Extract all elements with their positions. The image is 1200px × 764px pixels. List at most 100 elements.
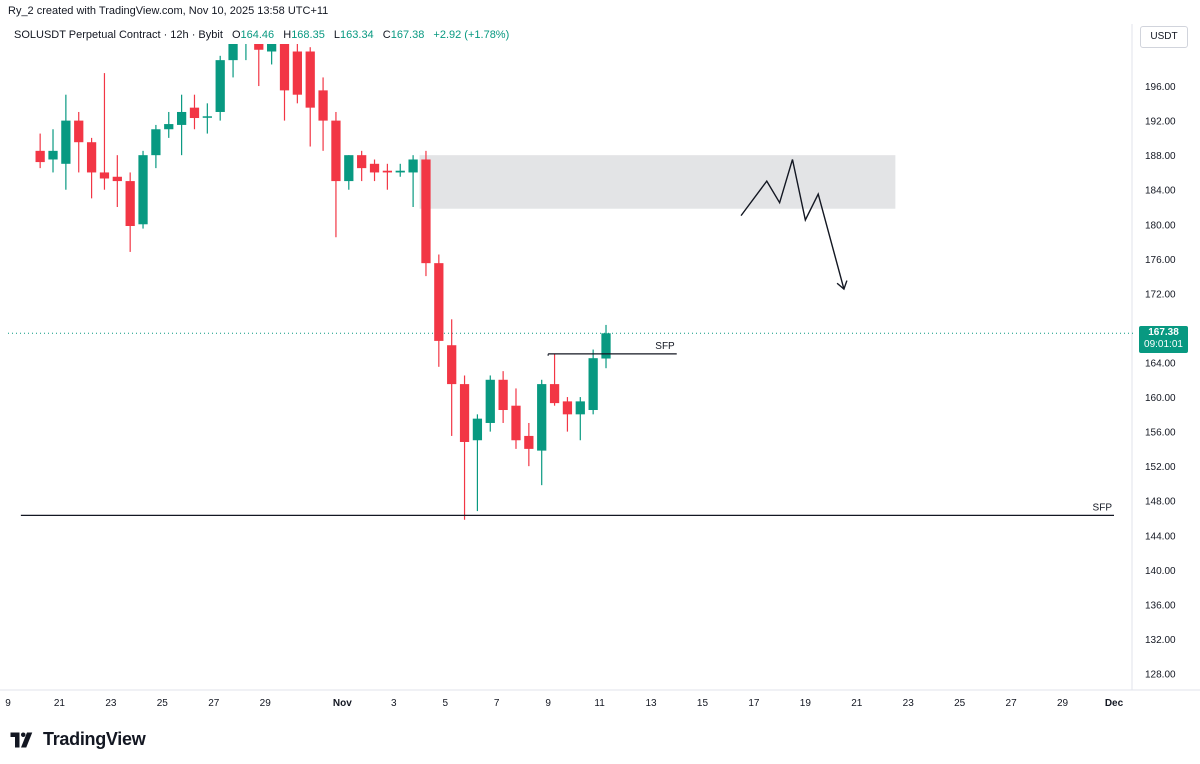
price-axis-label: 132.00 <box>1145 635 1176 646</box>
candle-body <box>369 163 380 173</box>
candle-body <box>292 51 302 95</box>
time-axis-label: 21 <box>54 698 66 709</box>
tradingview-logo-text: TradingView <box>43 729 146 749</box>
candle-body <box>575 401 585 415</box>
chart-credit: Ry_2 created with TradingView.com, Nov 1… <box>8 5 329 17</box>
tradingview-logo-icon <box>10 732 33 747</box>
price-axis-label: 144.00 <box>1145 531 1176 542</box>
time-axis-label: 5 <box>442 698 448 709</box>
projection-arrowhead <box>836 280 848 291</box>
price-axis-label: 148.00 <box>1145 497 1176 508</box>
low-value: 163.34 <box>340 29 374 41</box>
time-axis-label: 15 <box>697 698 709 709</box>
candle-body <box>215 60 225 112</box>
currency-button[interactable]: USDT <box>1140 26 1188 48</box>
candle-body <box>176 111 187 125</box>
candle-body <box>511 405 521 441</box>
time-axis-label: 29 <box>260 698 272 709</box>
candle-body <box>549 384 560 404</box>
low-label: L <box>333 29 341 41</box>
price-axis-label: 188.00 <box>1145 151 1176 162</box>
candle-body <box>267 44 277 52</box>
tradingview-logo[interactable]: TradingView <box>10 729 146 750</box>
time-axis-label: 3 <box>391 698 397 709</box>
candle-body <box>164 124 174 130</box>
candle-body <box>125 181 135 227</box>
price-axis-label: 184.00 <box>1145 186 1176 197</box>
close-label: C <box>382 29 391 41</box>
time-axis-label: 13 <box>645 698 657 709</box>
candle-body <box>459 384 470 442</box>
price-axis-label: 140.00 <box>1145 566 1176 577</box>
current-price-tag: 167.38 09:01:01 <box>1139 326 1188 353</box>
price-axis-label: 192.00 <box>1145 117 1176 128</box>
candle-body <box>408 159 418 173</box>
candle-body <box>447 345 457 385</box>
candle-body <box>86 142 97 173</box>
candle-body <box>331 120 341 182</box>
time-axis-label: 25 <box>954 698 966 709</box>
candle-body <box>382 170 393 173</box>
change-value: +2.92 (+1.78%) <box>433 29 510 41</box>
candle-body <box>61 120 71 164</box>
sfp-label: SFP <box>655 341 675 352</box>
candle-countdown: 09:01:01 <box>1144 339 1183 350</box>
candle-body <box>357 155 367 169</box>
time-axis-label: 7 <box>494 698 500 709</box>
time-axis-label: 23 <box>903 698 915 709</box>
time-axis-label: 9 <box>5 698 11 709</box>
candle-body <box>318 90 328 121</box>
symbol-name[interactable]: SOLUSDT Perpetual Contract · 12h · Bybit <box>14 29 223 41</box>
sfp-label: SFP <box>1093 502 1113 513</box>
time-axis-label: 27 <box>208 698 220 709</box>
candle-body <box>434 263 444 341</box>
candle-body <box>138 155 148 225</box>
symbol-legend: SOLUSDT Perpetual Contract · 12h · Bybit… <box>14 29 509 41</box>
time-axis-label: Nov <box>333 698 352 709</box>
time-axis-label: Dec <box>1105 698 1124 709</box>
candle-body <box>601 333 611 359</box>
price-axis-label: 152.00 <box>1145 462 1176 473</box>
price-axis-label: 180.00 <box>1145 220 1176 231</box>
candle-body <box>305 51 315 108</box>
candle-body <box>472 418 483 441</box>
price-axis-label: 128.00 <box>1145 670 1176 681</box>
supply-zone-rect <box>419 155 896 209</box>
time-axis-label: 9 <box>545 698 551 709</box>
candle-body <box>99 172 110 179</box>
candle-body <box>228 44 238 61</box>
time-axis-label: 29 <box>1057 698 1069 709</box>
time-axis-label: 17 <box>748 698 760 709</box>
price-axis-label: 160.00 <box>1145 393 1176 404</box>
candle-body <box>254 44 264 50</box>
time-axis-label: 21 <box>851 698 863 709</box>
candle-body <box>421 159 431 264</box>
candle-body <box>74 120 84 143</box>
candle-body <box>588 358 598 411</box>
candle-body <box>112 176 122 182</box>
candle-body <box>498 379 508 411</box>
candle-body <box>279 44 290 91</box>
open-label: O <box>231 29 241 41</box>
candle-body <box>151 129 161 156</box>
candle-body <box>202 116 212 118</box>
candle-body <box>562 401 573 415</box>
candle-body <box>395 170 405 173</box>
time-axis-label: 27 <box>1006 698 1018 709</box>
candle-body <box>189 107 200 119</box>
projection-path <box>740 159 845 290</box>
high-label: H <box>283 29 292 41</box>
close-value: 167.38 <box>390 29 425 41</box>
candle-body <box>35 150 45 163</box>
price-axis-label: 196.00 <box>1145 82 1176 93</box>
candle-body <box>344 155 354 182</box>
time-axis-label: 11 <box>594 698 605 709</box>
price-axis-label: 156.00 <box>1145 428 1176 439</box>
candle-body <box>524 435 534 449</box>
candle-body <box>537 384 547 451</box>
candle-body <box>48 150 58 160</box>
candle-body <box>485 379 495 423</box>
high-value: 168.35 <box>291 29 325 41</box>
time-axis-label: 23 <box>105 698 117 709</box>
